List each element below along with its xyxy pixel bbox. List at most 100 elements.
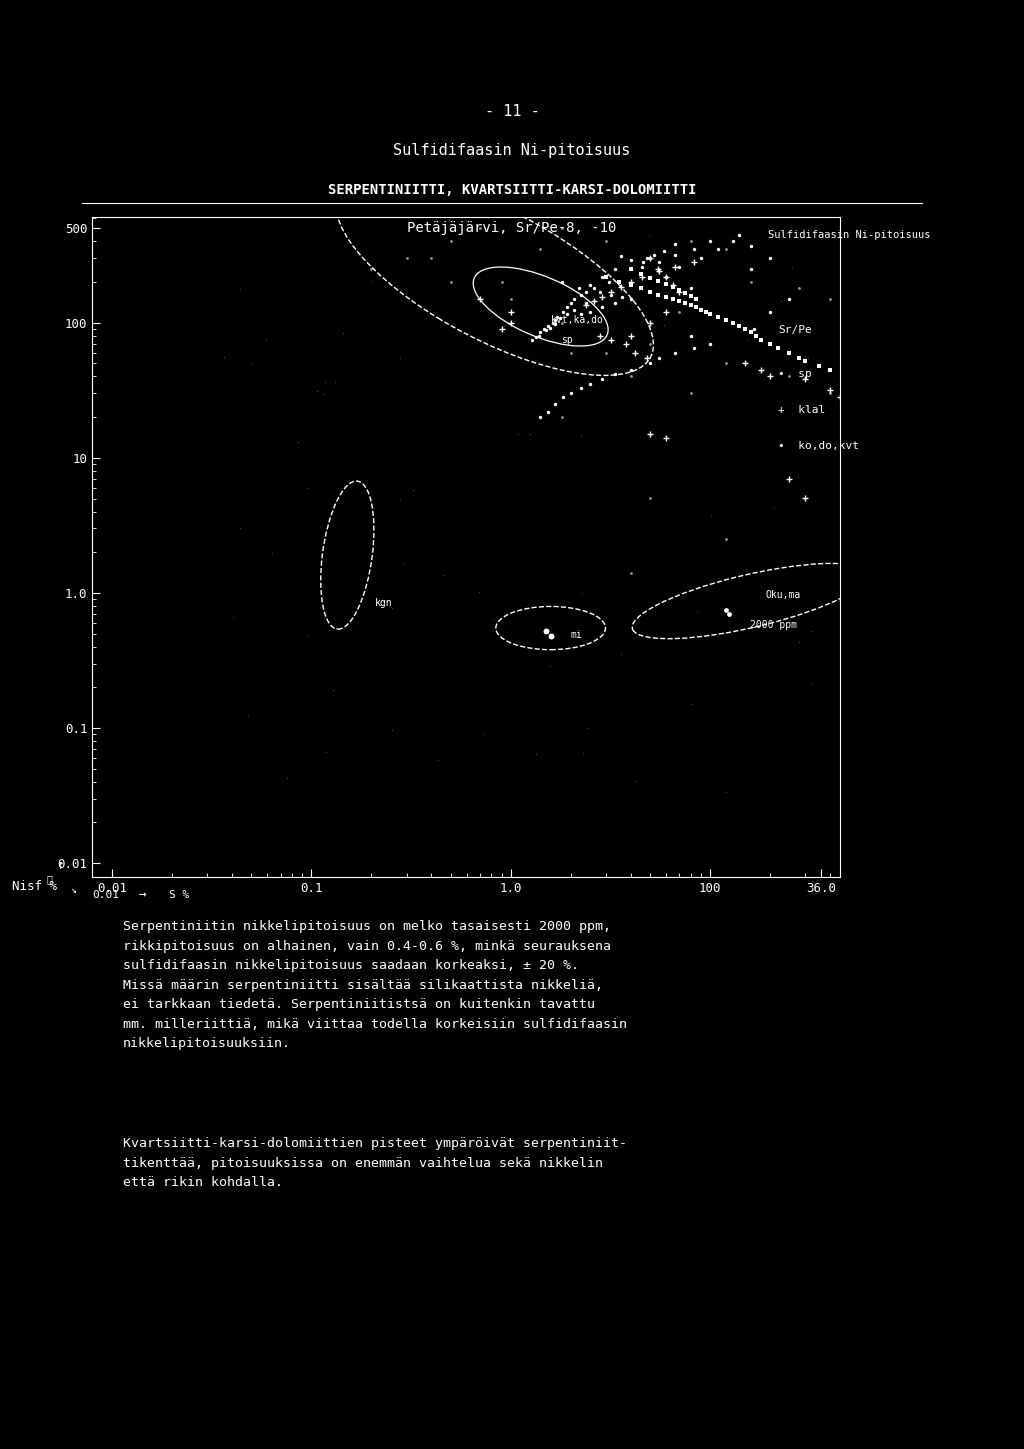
Point xyxy=(683,294,699,317)
Point xyxy=(582,300,598,323)
Point xyxy=(503,300,519,323)
Point xyxy=(470,581,486,604)
Point xyxy=(718,309,734,332)
Point xyxy=(657,285,674,309)
Point xyxy=(790,465,806,488)
Point xyxy=(592,280,608,303)
Point xyxy=(703,504,720,527)
Point xyxy=(650,270,667,293)
Point xyxy=(582,274,598,297)
Point xyxy=(792,630,808,653)
Point xyxy=(623,249,639,272)
Point xyxy=(503,287,519,310)
Point xyxy=(613,642,630,665)
Point xyxy=(667,255,683,278)
Point xyxy=(822,287,839,310)
Point xyxy=(594,265,610,288)
Point xyxy=(650,284,667,307)
Point xyxy=(762,365,778,388)
Point xyxy=(683,693,699,716)
Point xyxy=(623,562,639,585)
Point xyxy=(797,349,813,372)
Point xyxy=(598,265,614,288)
Point xyxy=(572,284,589,307)
Text: mi: mi xyxy=(570,629,583,639)
Point xyxy=(981,517,997,540)
Point xyxy=(578,291,594,314)
Point xyxy=(742,271,759,294)
Point xyxy=(746,317,763,341)
Point xyxy=(623,271,639,294)
Point xyxy=(623,287,639,310)
Point xyxy=(667,243,683,267)
Point xyxy=(544,625,560,648)
Point xyxy=(554,385,570,409)
Point xyxy=(569,281,586,304)
Point xyxy=(435,564,452,587)
Point xyxy=(688,296,705,319)
Point xyxy=(634,265,650,288)
Point xyxy=(797,368,813,391)
Point xyxy=(594,285,610,309)
Point xyxy=(642,280,658,303)
Point xyxy=(742,258,759,281)
Point xyxy=(494,271,510,294)
Point xyxy=(742,320,759,343)
Point xyxy=(612,245,629,268)
Point xyxy=(638,246,654,270)
Point xyxy=(472,217,488,241)
Text: Kvartsiitti-karsi-dolomiittien pisteet ympäröivät serpentiniit-
tikenttää, pitoi: Kvartsiitti-karsi-dolomiittien pisteet y… xyxy=(123,1137,627,1190)
Text: •  ko,do,kvt: • ko,do,kvt xyxy=(778,440,859,451)
Point xyxy=(665,275,681,298)
Point xyxy=(554,300,570,323)
Point xyxy=(731,314,748,338)
Point xyxy=(545,312,561,335)
Text: kgn: kgn xyxy=(375,598,393,609)
Point xyxy=(485,607,502,630)
Point xyxy=(822,378,839,401)
Point xyxy=(770,336,786,359)
Point xyxy=(737,352,754,375)
Point xyxy=(531,320,548,343)
Point xyxy=(244,352,260,375)
Point xyxy=(762,332,778,355)
Text: ↘: ↘ xyxy=(70,884,76,894)
Point xyxy=(651,346,668,369)
Point xyxy=(601,271,617,294)
Point xyxy=(527,326,544,349)
Point xyxy=(562,341,579,364)
Point xyxy=(240,704,256,727)
Point xyxy=(671,290,687,313)
Point xyxy=(762,300,778,323)
Point xyxy=(657,300,674,323)
Text: ⁀: ⁀ xyxy=(46,874,52,884)
Point xyxy=(538,319,554,342)
Point xyxy=(290,430,306,454)
Point xyxy=(701,230,718,254)
Point xyxy=(870,540,887,564)
Point xyxy=(677,291,693,314)
Point xyxy=(225,606,242,629)
Point xyxy=(693,246,710,270)
Point xyxy=(801,346,817,369)
Point xyxy=(570,277,587,300)
Point xyxy=(701,332,718,355)
Point xyxy=(721,603,737,626)
Point xyxy=(216,346,232,369)
Point xyxy=(753,358,769,381)
Point xyxy=(566,287,583,310)
Point xyxy=(559,303,575,326)
Point xyxy=(623,258,639,281)
Point xyxy=(718,598,734,622)
Point xyxy=(635,251,651,274)
Point xyxy=(671,280,687,303)
Point xyxy=(642,267,658,290)
Point xyxy=(810,354,826,377)
Text: Nisf %: Nisf % xyxy=(12,880,57,893)
Point xyxy=(683,230,699,254)
Point xyxy=(737,317,754,341)
Point xyxy=(510,423,526,446)
Point xyxy=(857,314,873,338)
Point xyxy=(503,312,519,335)
Point xyxy=(665,287,681,310)
